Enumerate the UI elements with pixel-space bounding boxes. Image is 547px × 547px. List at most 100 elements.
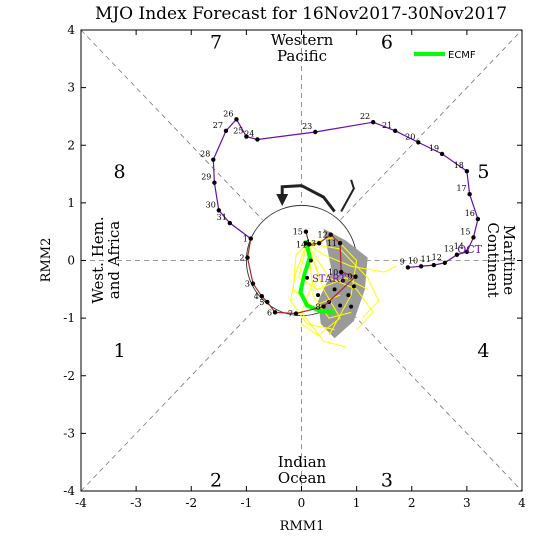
october-point — [471, 235, 476, 240]
phase-divider — [340, 300, 523, 492]
november-point — [337, 241, 343, 246]
phase-divider — [80, 29, 263, 221]
phase-number: 3 — [381, 469, 393, 491]
region-label-western: Western — [271, 31, 334, 49]
x-tick-label: 2 — [408, 496, 416, 510]
october-point-label: 20 — [405, 132, 415, 141]
october-point-label: 11 — [421, 255, 431, 264]
november-point — [316, 241, 322, 246]
november-point — [293, 311, 299, 316]
november-point-label: 4 — [254, 292, 259, 301]
region-label-africa: and Africa — [105, 221, 123, 299]
october-point — [464, 249, 470, 255]
phase-divider — [340, 29, 523, 221]
october-point-label: 17 — [456, 184, 466, 193]
ensemble-member — [306, 242, 380, 319]
november-point — [250, 281, 256, 286]
october-point — [405, 265, 411, 270]
region-label-ocean: Ocean — [278, 469, 327, 487]
october-track-line — [212, 118, 479, 269]
y-tick-label: 1 — [67, 196, 75, 210]
region-maritime-continent: Maritime Continent — [484, 222, 518, 297]
october-point — [442, 260, 448, 266]
november-point-label: 3 — [245, 280, 250, 289]
x-tick-label: -1 — [241, 496, 253, 510]
october-point — [244, 134, 249, 139]
october-point — [216, 208, 222, 213]
ensemble-member — [298, 243, 368, 290]
forecast-marker — [303, 241, 308, 246]
october-point-label: 22 — [360, 112, 370, 121]
y-tick-label: 0 — [67, 254, 75, 268]
october-point-label: 31 — [217, 213, 227, 222]
arrow-stroke — [280, 184, 336, 213]
november-point — [353, 274, 358, 279]
region-west-hem-africa: West. Hem. and Africa — [89, 216, 123, 303]
october-point-label: 28 — [200, 150, 210, 159]
october-point-label: 30 — [206, 200, 216, 209]
legend-label: ECMF — [448, 50, 476, 61]
october-point — [393, 128, 398, 134]
november-point — [272, 310, 278, 315]
arrow-head — [276, 193, 289, 206]
phase-number: 7 — [210, 32, 222, 54]
november-point-label: 11 — [327, 239, 337, 248]
november-point-label: 8 — [315, 303, 320, 312]
x-tick-label: 1 — [353, 496, 361, 510]
y-tick-label: 2 — [67, 138, 75, 152]
x-tick-label: 4 — [518, 496, 526, 510]
x-axis-label: RMM1 — [280, 519, 325, 534]
november-point-label: 6 — [267, 308, 272, 317]
region-label-continent: Continent — [484, 222, 502, 297]
x-tick-label: -4 — [75, 496, 87, 510]
phase-number: 1 — [114, 340, 126, 362]
forecast-marker — [351, 284, 356, 289]
october-point — [234, 117, 239, 122]
october-point-label: 12 — [432, 253, 442, 262]
forecast-marker — [316, 293, 321, 298]
ensemble-member — [292, 242, 341, 308]
region-indian-ocean: Indian Ocean — [278, 453, 327, 487]
y-tick-label: -1 — [63, 311, 75, 325]
october-point-label: 15 — [460, 227, 470, 236]
y-axis-label: RMM2 — [39, 238, 54, 283]
october-point-label: 10 — [408, 256, 418, 265]
ensemble-member — [306, 236, 358, 336]
october-point — [416, 140, 421, 145]
ensemble-member — [306, 242, 396, 273]
ensemble-member — [301, 243, 341, 337]
plot-frame — [80, 29, 523, 492]
october-point-label: 25 — [233, 127, 243, 136]
november-point — [245, 255, 250, 260]
november-point-label: 9 — [347, 273, 352, 282]
november-point-label: 2 — [239, 254, 244, 263]
november-point — [259, 294, 265, 299]
x-tick-label: 3 — [463, 496, 471, 510]
october-point-label: 9 — [400, 257, 405, 266]
november-point — [321, 304, 326, 309]
forecast-marker — [349, 304, 354, 309]
october-point — [467, 192, 472, 197]
november-point — [248, 236, 253, 241]
november-point — [328, 232, 333, 237]
october-point — [475, 216, 481, 222]
november-point-label: 10 — [328, 268, 338, 277]
phase-number: 6 — [381, 32, 393, 54]
y-tick-label: 4 — [67, 23, 75, 37]
start-label: START — [312, 274, 347, 285]
ensemble-plumes — [289, 228, 396, 348]
forecast-marker — [338, 303, 343, 308]
phase-number: 8 — [114, 161, 126, 183]
region-label-maritime: Maritime — [500, 225, 518, 295]
october-point-label: 16 — [465, 209, 475, 218]
october-point — [212, 180, 217, 185]
october-point — [227, 220, 233, 226]
x-tick-label: -2 — [185, 496, 197, 510]
ensemble-member — [289, 243, 335, 331]
october-point — [454, 252, 460, 257]
phase-divider — [80, 300, 263, 492]
october-point-label: 21 — [382, 121, 392, 130]
legend: ECMF — [414, 50, 476, 61]
